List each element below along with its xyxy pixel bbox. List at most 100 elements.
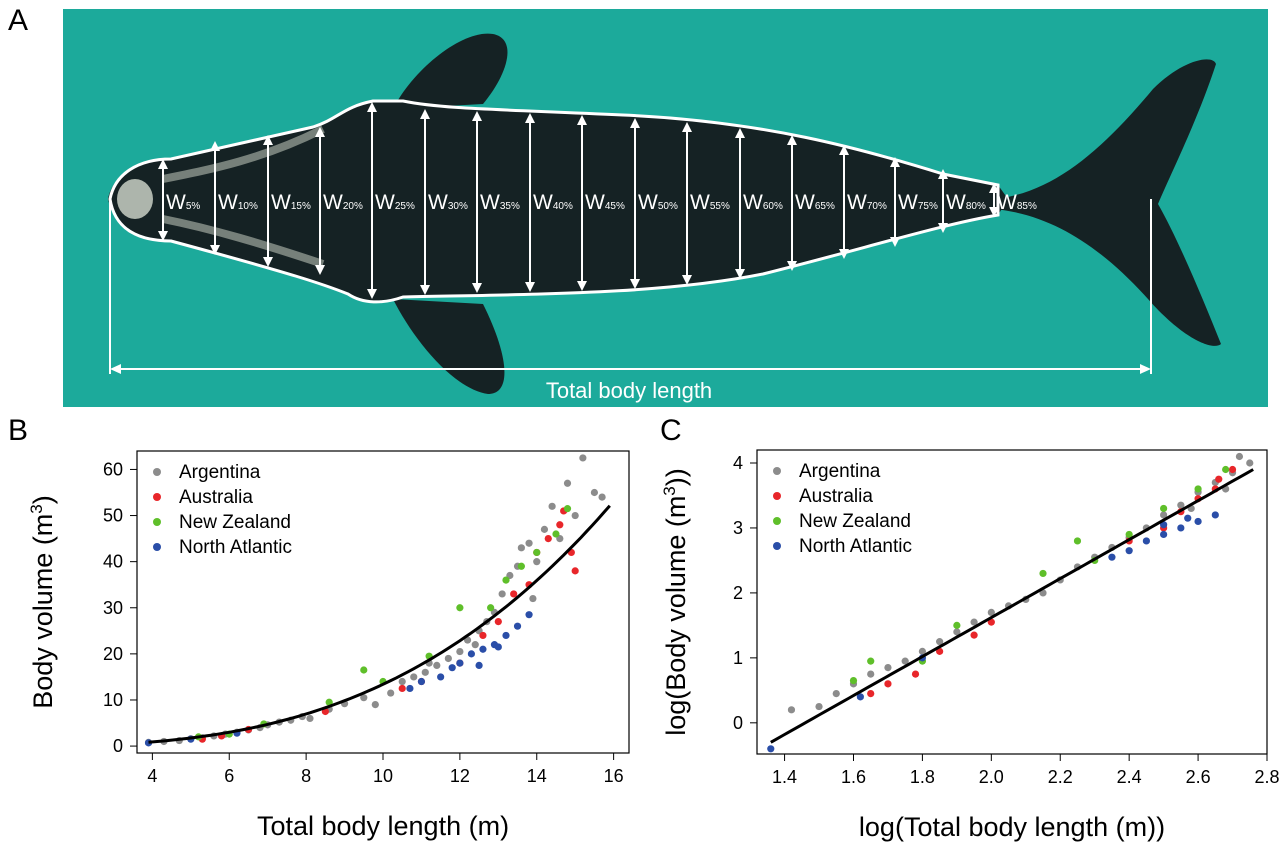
width-arrowhead-top [989, 183, 999, 193]
point-argentina [832, 689, 840, 698]
x-tick-label: 2.8 [1254, 767, 1279, 787]
x-tick-label: 8 [301, 766, 311, 786]
y-tick-label: 4 [733, 453, 743, 473]
width-arrowhead-bottom [315, 265, 325, 275]
legend-entry: Australia [799, 486, 873, 507]
callosity-jaw-bottom [162, 215, 325, 268]
width-arrowhead-bottom [263, 257, 273, 267]
point-argentina [970, 618, 978, 626]
y-tick-label: 3 [733, 518, 743, 538]
width-arrowhead-top [577, 115, 587, 125]
legend-marker [153, 493, 161, 501]
point-australia [970, 631, 978, 639]
point-new-zealand [533, 548, 541, 557]
legend-entry: North Atlantic [179, 537, 292, 558]
point-north-atlantic [456, 659, 464, 667]
width-arrowhead-top [210, 141, 220, 151]
point-argentina [444, 654, 452, 663]
point-new-zealand [1194, 485, 1202, 493]
point-argentina [540, 525, 549, 533]
point-argentina [433, 661, 441, 669]
callosity-jaw-top [162, 125, 325, 183]
pectoral-fin-top [393, 33, 508, 109]
point-argentina [456, 647, 464, 656]
legend-entry: New Zealand [179, 512, 291, 533]
width-label-10pct: W10% [218, 191, 258, 214]
point-australia [544, 535, 552, 543]
point-australia [571, 567, 579, 575]
point-argentina [1246, 459, 1254, 467]
panel-label-a: A [8, 4, 29, 37]
point-australia [911, 670, 920, 678]
point-argentina [517, 544, 525, 552]
point-argentina [579, 454, 587, 462]
x-tick-label: 1.6 [841, 767, 866, 787]
point-argentina [306, 714, 314, 723]
callosity-head [117, 179, 153, 219]
total-body-length-label: Total body length [546, 378, 712, 403]
point-argentina [787, 706, 796, 714]
width-label-15pct: W15% [271, 191, 311, 214]
width-arrowhead-top [682, 122, 692, 132]
legend-entry: North Atlantic [799, 536, 912, 557]
point-australia [884, 680, 892, 688]
whale-aerial-photo: W5% W10% W15% W20% W25% W30% W35% W40% W45% W50% W… [63, 9, 1268, 407]
width-arrowhead-bottom [890, 237, 900, 247]
point-argentina [525, 539, 533, 547]
width-measurements: W5% W10% W15% W20% W25% W30% W35% W40% W45% W50% W… [158, 102, 1037, 299]
width-arrowhead-bottom [989, 207, 999, 217]
point-australia [987, 618, 995, 626]
tail-fluke [993, 59, 1221, 346]
point-new-zealand [1222, 465, 1230, 474]
point-australia [398, 684, 406, 693]
width-arrowhead-bottom [735, 269, 745, 279]
panel-label-b: B [8, 414, 29, 447]
point-australia [1228, 465, 1237, 474]
width-arrowhead-bottom [938, 223, 948, 233]
width-arrowhead-top [158, 159, 168, 169]
point-new-zealand [552, 530, 560, 538]
x-tick-label: 12 [450, 766, 470, 786]
point-argentina [884, 664, 892, 672]
legend-marker [773, 492, 781, 500]
legend-entry: Australia [179, 487, 253, 508]
x-tick-label: 6 [224, 766, 234, 786]
point-north-atlantic [467, 650, 476, 658]
width-arrowhead-bottom [577, 281, 587, 291]
point-new-zealand [487, 604, 495, 612]
point-argentina [936, 638, 944, 646]
width-label-80pct: W80% [946, 191, 986, 214]
point-new-zealand [502, 576, 510, 584]
point-north-atlantic [1177, 524, 1185, 532]
width-label-50pct: W50% [638, 191, 678, 214]
legend-marker [773, 517, 781, 525]
point-north-atlantic [479, 645, 487, 653]
point-north-atlantic [1108, 553, 1116, 561]
width-arrowhead-bottom [367, 289, 377, 299]
body-outline [108, 99, 1000, 304]
y-tick-label: 2 [733, 583, 743, 603]
fit-line [770, 468, 1254, 744]
point-argentina [563, 479, 572, 487]
x-tick-label: 2.6 [1186, 767, 1211, 787]
point-argentina [571, 511, 579, 520]
point-argentina [918, 647, 927, 655]
point-north-atlantic [1125, 547, 1133, 555]
point-north-atlantic [1142, 537, 1150, 545]
width-arrowhead-top [630, 118, 640, 128]
x-tick-label: 4 [147, 766, 157, 786]
point-new-zealand [325, 698, 333, 706]
legend-entry: New Zealand [799, 511, 911, 532]
width-label-5pct: W5% [166, 191, 200, 214]
point-argentina [590, 488, 599, 497]
point-new-zealand [517, 562, 525, 570]
point-argentina [371, 700, 379, 709]
point-new-zealand [360, 666, 368, 674]
y-tick-label: 20 [103, 644, 123, 664]
length-arrowhead-left [110, 364, 121, 374]
point-new-zealand [849, 676, 858, 685]
point-north-atlantic [406, 684, 414, 693]
width-arrowhead-bottom [158, 231, 168, 241]
point-new-zealand [456, 604, 464, 612]
point-north-atlantic [475, 661, 483, 669]
